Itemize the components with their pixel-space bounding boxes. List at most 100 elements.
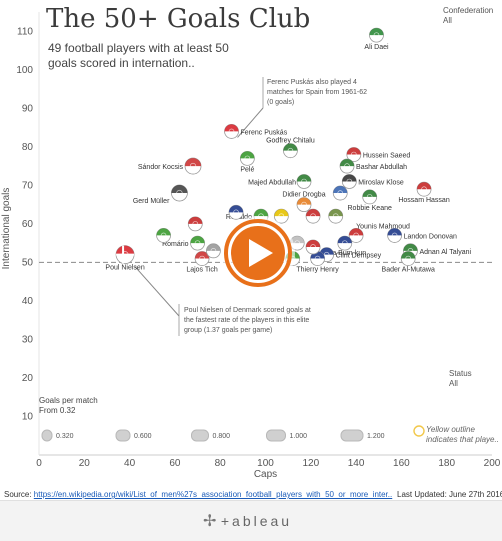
y-tick-label: 100 (16, 65, 33, 76)
y-tick-label: 60 (22, 219, 34, 230)
player-bubble[interactable] (206, 243, 221, 259)
source-line: Source: https://en.wikipedia.org/wiki/Li… (4, 490, 392, 499)
puskas-annotation-line: Ferenc Puskás also played 4 (267, 79, 357, 86)
player-bubble[interactable]: Godfrey Chitalu (266, 138, 315, 159)
bubble-flag-top (195, 251, 210, 259)
bubble-label: Younis Mahmoud (356, 223, 410, 230)
player-bubble[interactable]: Ali Daei (364, 27, 389, 51)
player-bubble[interactable]: Sándor Kocsis (138, 157, 202, 175)
bubble-flag-emblem (176, 189, 183, 197)
player-bubble[interactable]: Bashar Abdullah (339, 158, 407, 174)
player-bubble[interactable]: Lajos Tich (186, 251, 218, 274)
x-tick-label: 200 (484, 458, 501, 469)
tableau-logo[interactable]: ✢ +ableau (203, 511, 292, 531)
bubble-label: Adnan Al Talyani (419, 249, 471, 256)
player-bubble[interactable]: Pelé (239, 150, 255, 173)
player-bubble[interactable]: Poul Nielsen (105, 245, 145, 272)
source-link[interactable]: https://en.wikipedia.org/wiki/List_of_me… (33, 490, 393, 499)
player-bubble[interactable] (332, 185, 348, 201)
bubble-flag-top (116, 245, 135, 255)
player-bubble[interactable]: Hossam Hassan (398, 181, 450, 204)
y-tick-label: 90 (22, 103, 34, 114)
confederation-value: All (443, 16, 452, 25)
bubble-label: Ferenc Puskás (241, 129, 288, 136)
player-bubble[interactable] (305, 208, 321, 224)
player-bubble[interactable] (328, 208, 344, 224)
bubble-flag-top (185, 158, 202, 167)
gpm-legend-label: 1.200 (367, 433, 385, 440)
status-filter[interactable]: Status All (449, 369, 472, 389)
footer-bar: ✢ +ableau (0, 500, 502, 541)
confederation-filter[interactable]: Confederation All (443, 6, 493, 26)
tableau-viz: 0 20 40 60 80 100 120 140 160 180 200 10 20 30 40 50 60 7… (1, 4, 501, 480)
y-tick-label: 30 (22, 334, 34, 345)
bubble-flag-top (283, 143, 298, 151)
player-bubble[interactable]: Gerd Müller (133, 184, 188, 205)
bubble-flag-top (240, 151, 255, 159)
y-tick-label: 10 (22, 411, 34, 422)
player-bubble[interactable]: Ferenc Puskás (224, 124, 288, 139)
y-tick-label: 80 (22, 142, 34, 153)
bubble-label: Bader Al-Mutawa (382, 267, 435, 274)
bubble-flag-emblem (160, 232, 167, 239)
bubble-flag-emblem (189, 162, 197, 170)
player-bubble[interactable]: Majed Abdullah (248, 174, 312, 189)
bubble-label: Hussein Saeed (363, 153, 411, 160)
bubble-flag-top (224, 124, 239, 132)
x-tick-label: 120 (302, 458, 319, 469)
bubble-flag-emblem (244, 155, 251, 162)
player-bubble[interactable] (305, 239, 321, 255)
bubble-flag-emblem (344, 163, 350, 169)
bubble-flag-emblem (278, 213, 285, 219)
player-bubble[interactable] (156, 228, 171, 243)
player-bubble[interactable]: Hussein Saeed (346, 147, 411, 162)
last-updated: Last Updated: June 27th 2016 (397, 490, 502, 499)
play-button[interactable] (221, 216, 295, 290)
gpm-legend-swatch (340, 429, 364, 442)
bubble-flag-top (306, 239, 321, 247)
bubble-flag-emblem (194, 240, 201, 246)
play-icon (249, 239, 273, 267)
player-bubble[interactable] (228, 204, 244, 220)
bubble-flag-emblem (228, 128, 235, 135)
bubble-flag-top (369, 28, 384, 36)
puskas-annotation-line: (0 goals) (267, 99, 294, 106)
x-tick-label: 80 (215, 458, 227, 469)
bubble-label: Miroslav Klose (358, 179, 404, 186)
puskas-annotation-pointer (237, 107, 264, 138)
nielsen-annotation-line: group (1.37 goals per game) (184, 327, 272, 334)
nielsen-annotation-pointer (134, 266, 180, 317)
bubble-flag-top (171, 185, 188, 194)
player-bubble[interactable] (273, 208, 289, 224)
player-bubble[interactable]: Miroslav Klose (341, 174, 404, 189)
bubble-flag-emblem (323, 251, 330, 258)
bubble-flag-top (337, 236, 352, 244)
bubble-label: Majed Abdullah (248, 179, 296, 186)
player-bubble[interactable] (187, 216, 203, 232)
yellow-note-line-2: indicates that playe.. (426, 435, 499, 444)
player-bubble[interactable]: Landon Donovan (387, 228, 457, 243)
bubble-flag-top (333, 186, 348, 194)
player-bubble[interactable]: Didier Drogba (282, 192, 326, 213)
bubble-label: Clint Dempsey (336, 253, 382, 260)
player-bubble[interactable]: Younis Mahmoud (348, 223, 410, 243)
y-tick-label: 20 (22, 373, 34, 384)
bubble-flag-top (206, 243, 221, 251)
bubble-flag-top (253, 209, 268, 217)
x-tick-label: 160 (393, 458, 410, 469)
player-bubble[interactable]: Cha Bum-kun (323, 235, 366, 257)
gpm-legend-swatch (41, 429, 53, 442)
bubble-flag-emblem (192, 221, 199, 227)
player-bubble[interactable]: Bader Al-Mutawa (382, 251, 435, 274)
bubble-flag-top (190, 236, 205, 244)
bubble-flag-top (306, 209, 321, 217)
bubble-flag-emblem (353, 232, 359, 239)
bubble-label: Lajos Tich (186, 267, 218, 274)
player-bubble[interactable]: Romário (162, 235, 205, 251)
x-tick-label: 140 (348, 458, 365, 469)
bubble-flag-emblem (337, 190, 344, 196)
annotations: Ferenc Puskás also played 4 matches for S… (134, 77, 367, 336)
bubble-flag-emblem (210, 248, 217, 254)
confederation-label: Confederation (443, 6, 494, 15)
player-bubble[interactable]: Robbie Keane (348, 189, 392, 212)
